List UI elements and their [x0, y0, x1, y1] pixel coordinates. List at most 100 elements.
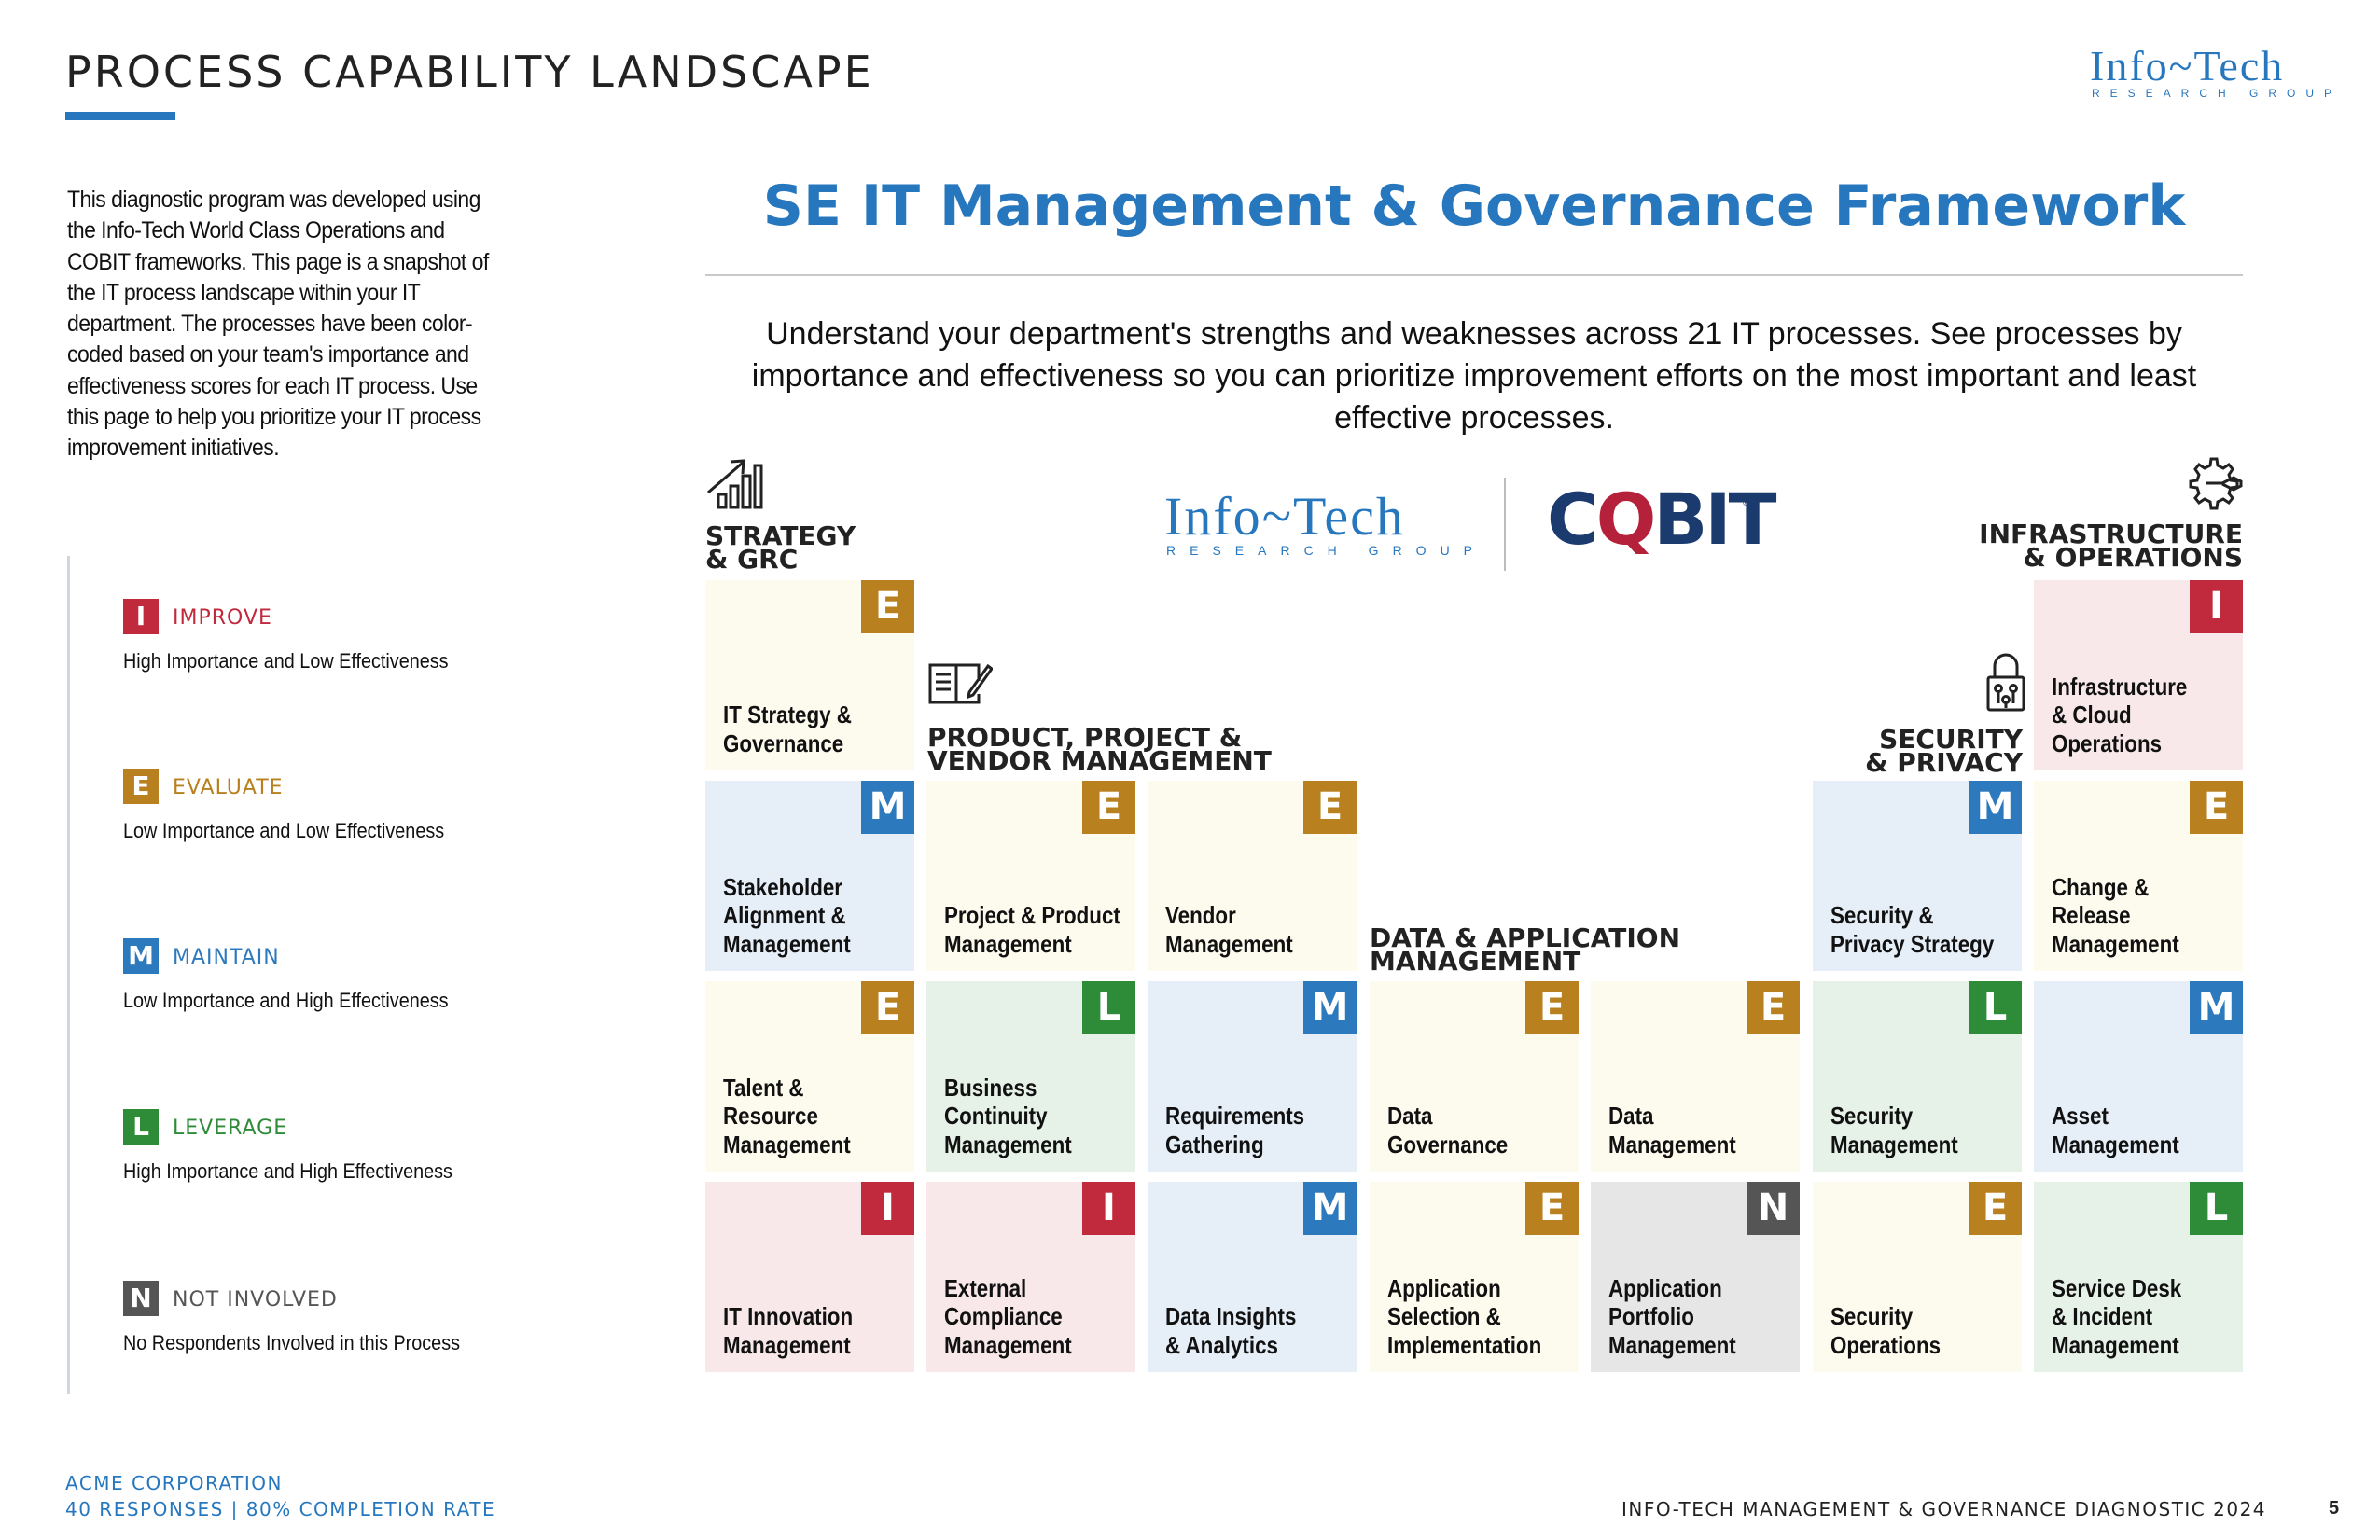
process-tile-vendor-management[interactable]: E Vendor Management [1148, 781, 1357, 971]
contract-signing-icon [928, 663, 993, 704]
process-tile-stakeholder-alignment[interactable]: M Stakeholder Alignment & Management [705, 781, 914, 971]
footer-responses: 40 RESPONSES | 80% COMPLETION RATE [65, 1498, 496, 1520]
process-tile-application-portfolio[interactable]: N Application Portfolio Management [1591, 1182, 1800, 1372]
process-tile-data-governance[interactable]: E Data Governance [1370, 981, 1579, 1172]
process-tile-it-innovation-management[interactable]: I IT Innovation Management [705, 1182, 914, 1372]
legend-desc-evaluate: Low Importance and Low Effectiveness [123, 819, 445, 842]
title-divider [705, 274, 2243, 276]
process-tile-data-insights-analytics[interactable]: M Data Insights & Analytics [1148, 1182, 1357, 1372]
legend-badge-not-involved: N [123, 1281, 159, 1316]
tile-rating-badge: M [861, 781, 914, 834]
legend-label-maintain: MAINTAIN [173, 946, 280, 969]
tile-rating-badge: L [1969, 981, 2022, 1034]
category-product-project-vendor: PRODUCT, PROJECT & VENDOR MANAGEMENT [927, 722, 1272, 776]
tile-process-name: Application Selection & Implementation [1387, 1273, 1542, 1359]
legend-label-evaluate: EVALUATE [173, 776, 284, 799]
page-title: PROCESS CAPABILITY LANDSCAPE [65, 47, 874, 97]
cobit-registered-mark: ® [1743, 498, 1750, 508]
process-tile-security-operations[interactable]: E Security Operations [1813, 1182, 2022, 1372]
tile-rating-badge: I [2190, 580, 2243, 633]
legend-badge-evaluate: E [123, 769, 159, 804]
tile-process-name: Data Insights & Analytics [1165, 1302, 1297, 1359]
category-security-line1: SECURITY [1879, 724, 2023, 755]
process-tile-external-compliance[interactable]: I External Compliance Management [926, 1182, 1135, 1372]
tile-rating-badge: M [1303, 1182, 1357, 1235]
process-tile-security-management[interactable]: L Security Management [1813, 981, 2022, 1172]
tile-rating-badge: E [1082, 781, 1135, 834]
tile-rating-badge: E [1969, 1182, 2022, 1235]
process-tile-change-release-management[interactable]: E Change & Release Management [2034, 781, 2243, 971]
tile-process-name: Service Desk & Incident Management [2052, 1273, 2182, 1359]
gear-wrench-icon [2189, 457, 2243, 510]
legend-label-improve: IMPROVE [173, 606, 272, 630]
intro-paragraph: This diagnostic program was developed us… [67, 187, 489, 462]
category-security-privacy: SECURITY & PRIVACY [1836, 724, 2023, 778]
process-tile-application-selection[interactable]: E Application Selection & Implementation [1370, 1182, 1579, 1372]
tile-process-name: Infrastructure & Cloud Operations [2052, 672, 2188, 757]
category-data-line2: MANAGEMENT [1370, 946, 1581, 977]
category-infra-line2: & OPERATIONS [2023, 542, 2243, 573]
tile-process-name: Data Management [1608, 1102, 1736, 1158]
tile-process-name: IT Strategy & Governance [723, 701, 852, 757]
info-tech-logo-center: Info~Tech [1164, 486, 1405, 547]
category-strategy-line1: STRATEGY [705, 520, 856, 551]
info-tech-logo: Info~Tech [2090, 42, 2285, 90]
cobit-logo-c: C [1547, 478, 1599, 561]
tile-process-name: Security Management [1830, 1102, 1958, 1158]
footer-organization: ACME CORPORATION [65, 1472, 283, 1494]
tile-process-name: Vendor Management [1165, 901, 1293, 958]
legend-badge-improve: I [123, 599, 159, 634]
footer-report-title: INFO-TECH MANAGEMENT & GOVERNANCE DIAGNO… [1621, 1498, 2267, 1520]
category-data-line1: DATA & APPLICATION [1370, 923, 1681, 953]
tile-process-name: Requirements Gathering [1165, 1102, 1305, 1158]
tile-process-name: Security & Privacy Strategy [1830, 901, 1995, 958]
category-security-line2: & PRIVACY [1865, 747, 2023, 778]
framework-title: SE IT Management & Governance Framework [762, 173, 2186, 239]
tile-rating-badge: E [2190, 781, 2243, 834]
tile-rating-badge: N [1747, 1182, 1800, 1235]
legend-badge-leverage: L [123, 1109, 159, 1145]
category-infra-line1: INFRASTRUCTURE [1979, 519, 2243, 549]
tile-rating-badge: L [2190, 1182, 2243, 1235]
lock-circuit-icon [1986, 653, 2025, 712]
category-product-line1: PRODUCT, PROJECT & [927, 722, 1243, 753]
legend-desc-not-involved: No Respondents Involved in this Process [123, 1331, 460, 1354]
process-tile-it-strategy-governance[interactable]: E IT Strategy & Governance [705, 580, 914, 770]
cobit-logo: CQBIT [1547, 478, 1776, 561]
process-tile-project-product-management[interactable]: E Project & Product Management [926, 781, 1135, 971]
category-data-application: DATA & APPLICATION MANAGEMENT [1370, 923, 1681, 977]
tile-rating-badge: I [861, 1182, 914, 1235]
info-tech-logo-center-subtitle: RESEARCH GROUP [1166, 543, 1487, 558]
tile-process-name: Asset Management [2052, 1102, 2179, 1158]
process-tile-security-privacy-strategy[interactable]: M Security & Privacy Strategy [1813, 781, 2022, 971]
tile-rating-badge: E [861, 580, 914, 633]
title-underline [65, 112, 175, 120]
legend-badge-maintain: M [123, 938, 159, 974]
framework-subtitle: Understand your department's strengths a… [751, 316, 2197, 436]
process-tile-requirements-gathering[interactable]: M Requirements Gathering [1148, 981, 1357, 1172]
category-product-line2: VENDOR MANAGEMENT [927, 745, 1272, 776]
process-tile-business-continuity[interactable]: L Business Continuity Management [926, 981, 1135, 1172]
category-strategy-grc: STRATEGY & GRC [705, 520, 856, 575]
process-tile-asset-management[interactable]: M Asset Management [2034, 981, 2243, 1172]
category-strategy-line2: & GRC [705, 544, 799, 575]
tile-process-name: Business Continuity Management [944, 1073, 1072, 1158]
process-tile-service-desk-incident[interactable]: L Service Desk & Incident Management [2034, 1182, 2243, 1372]
tile-process-name: Change & Release Management [2052, 872, 2179, 958]
tile-rating-badge: E [861, 981, 914, 1034]
tile-process-name: Security Operations [1830, 1302, 1942, 1359]
tile-process-name: External Compliance Management [944, 1273, 1072, 1359]
tile-process-name: Talent & Resource Management [723, 1073, 851, 1158]
tile-process-name: Project & Product Management [944, 901, 1120, 958]
process-tile-data-management[interactable]: E Data Management [1591, 981, 1800, 1172]
tile-rating-badge: M [2190, 981, 2243, 1034]
page-number: 5 [2329, 1498, 2340, 1519]
tile-rating-badge: E [1525, 981, 1579, 1034]
legend-desc-improve: High Importance and Low Effectiveness [123, 649, 449, 673]
process-tile-talent-resource-management[interactable]: E Talent & Resource Management [705, 981, 914, 1172]
cobit-logo-q: Q [1595, 478, 1657, 561]
process-tile-infrastructure-cloud-operations[interactable]: I Infrastructure & Cloud Operations [2034, 580, 2243, 770]
tile-process-name: Data Governance [1387, 1102, 1509, 1158]
tile-process-name: IT Innovation Management [723, 1302, 854, 1359]
growth-chart-icon [707, 459, 763, 509]
